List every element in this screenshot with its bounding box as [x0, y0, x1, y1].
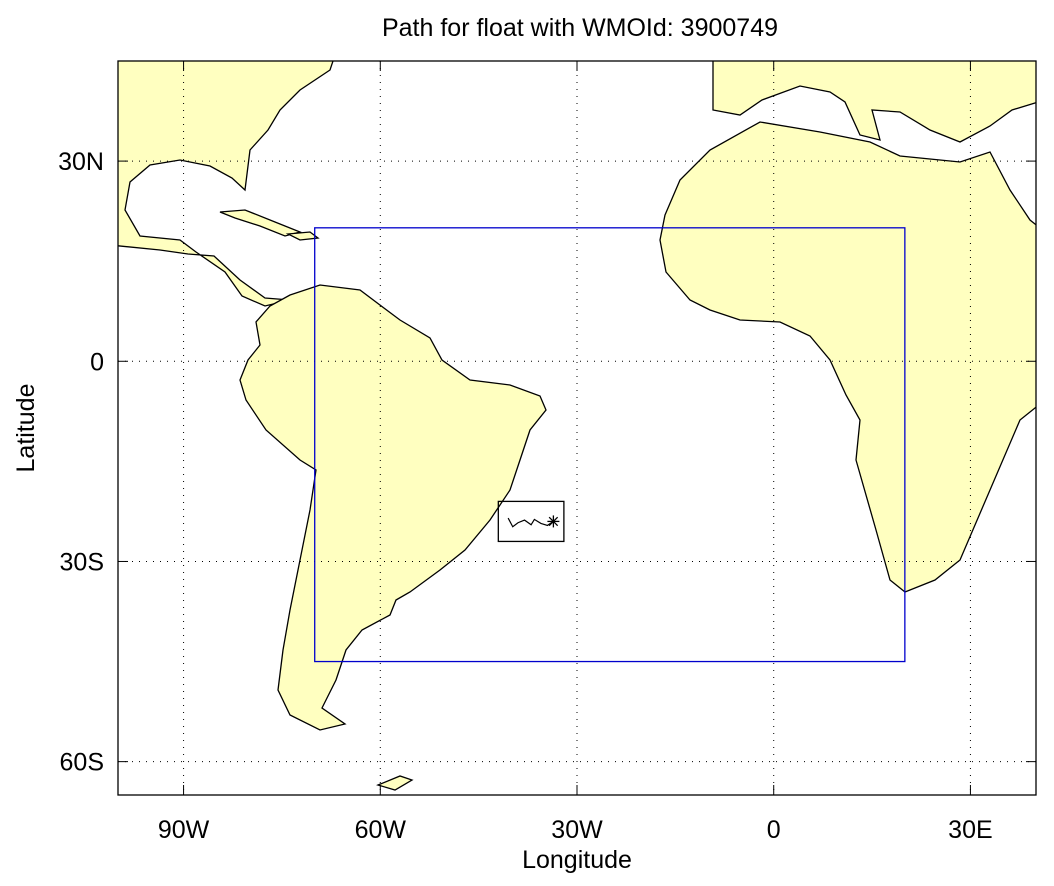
float-track: [507, 517, 554, 528]
antarctic-peninsula: [376, 775, 414, 791]
x-tick-label: 30W: [551, 816, 603, 844]
south-america: [239, 284, 547, 731]
plot-frame: [117, 60, 1037, 796]
y-tick-label: 30S: [60, 548, 104, 576]
marks: [314, 227, 906, 663]
star-stroke: [548, 516, 559, 527]
chart-title: Path for float with WMOId: 3900749: [382, 14, 778, 42]
x-tick-label: 90W: [158, 816, 210, 844]
x-tick-label: 60W: [355, 816, 407, 844]
x-axis-label: Longitude: [522, 846, 632, 874]
land: [118, 61, 1036, 791]
hispaniola: [285, 231, 320, 241]
north-america: [118, 61, 334, 307]
y-tick-label: 0: [90, 348, 104, 376]
float-last-position: [547, 515, 560, 528]
grid: [118, 61, 1036, 795]
x-tick-label: 0: [767, 816, 781, 844]
y-axis-label: Latitude: [12, 384, 40, 473]
x-tick-label: 30E: [948, 816, 992, 844]
y-tick-label: 60S: [60, 749, 104, 777]
region-box: [314, 227, 906, 663]
europe: [712, 61, 1036, 143]
y-tick-label: 30N: [58, 148, 104, 176]
inset-box: [497, 500, 565, 543]
africa: [659, 121, 1036, 593]
